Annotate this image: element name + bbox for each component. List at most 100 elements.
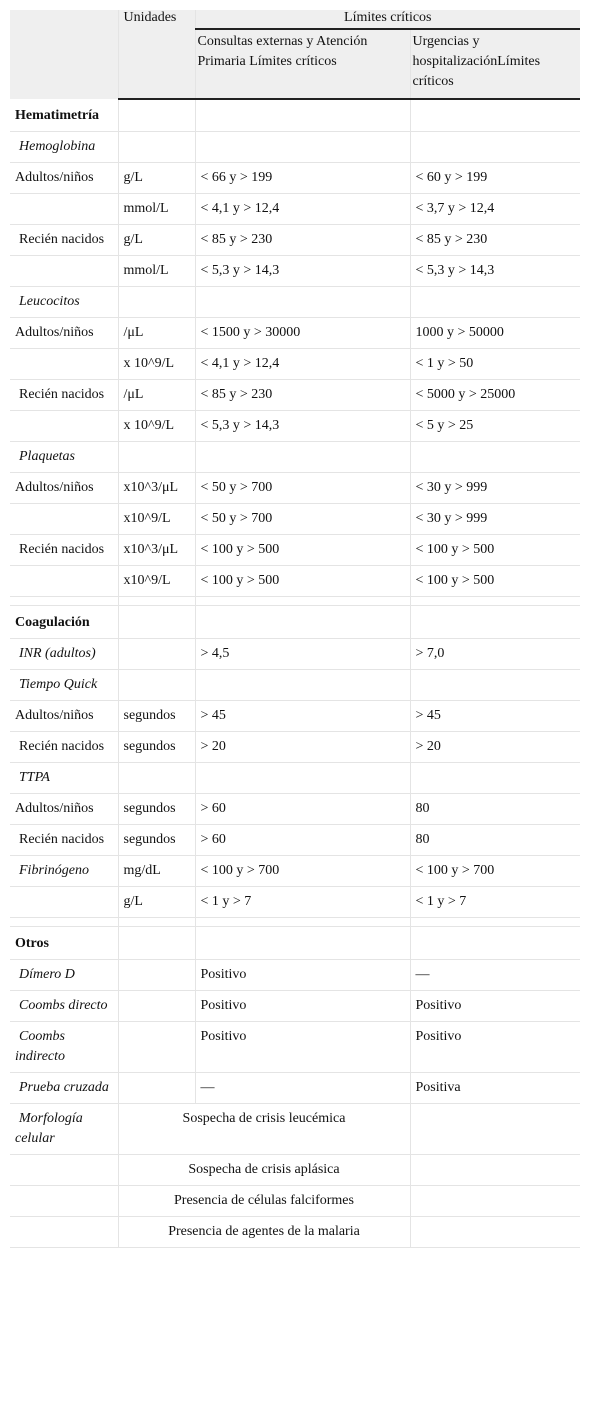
table-row: Dímero D Positivo — — [10, 959, 581, 991]
urgencias-cell — [410, 670, 580, 701]
group-name: Plaquetas — [10, 441, 119, 473]
consultas-cell: < 50 y > 700 — [195, 503, 411, 535]
empty-cell — [10, 1185, 119, 1217]
section-title: Otros — [10, 926, 119, 960]
empty-cell — [410, 606, 580, 639]
consultas-cell: — — [195, 1072, 411, 1104]
urgencias-cell: < 60 y > 199 — [415, 170, 488, 185]
table-row: Plaquetas — [10, 441, 581, 473]
table-body: Hematimetría Hemoglobina Adultos/niños g/L <… — [10, 99, 581, 1248]
table-row: Sospecha de crisis aplásica — [10, 1154, 581, 1186]
urgencias-cell: < 30 y > 999 — [415, 480, 488, 495]
table-row: Adultos/niños segundos > 60 80 — [10, 793, 581, 825]
urgencias-cell: < 5000 y > 25000 — [415, 387, 516, 402]
urgencias-cell: > 45 — [415, 708, 441, 723]
consultas-cell: Positivo — [195, 959, 411, 991]
consultas-cell: < 1 y > 7 — [195, 886, 411, 918]
group-name: Fibrinógeno — [10, 855, 119, 887]
group-name: Leucocitos — [10, 286, 119, 318]
urgencias-cell: < 30 y > 999 — [415, 511, 488, 526]
consultas-cell: < 100 y > 500 — [195, 565, 411, 597]
urgencias-cell: — — [415, 967, 430, 982]
table-row — [10, 596, 581, 606]
row-label — [10, 503, 119, 535]
consultas-cell: > 60 — [195, 793, 411, 825]
spacer-cell — [118, 596, 196, 606]
unit-cell — [118, 669, 196, 701]
row-label: Adultos/niños — [10, 700, 119, 732]
consultas-cell: < 66 y > 199 — [195, 162, 411, 194]
table-row: TTPA — [10, 762, 581, 794]
empty-cell — [118, 99, 196, 132]
unit-cell: segundos — [118, 793, 196, 825]
table-row: Prueba cruzada — Positiva — [10, 1072, 581, 1104]
unit-cell: g/L — [118, 224, 196, 256]
consultas-header: Consultas externas y Atención Primaria L… — [195, 29, 411, 100]
group-name: Morfología celular — [10, 1103, 119, 1155]
section-title: Coagulación — [10, 605, 119, 639]
unit-cell: x 10^9/L — [118, 348, 196, 380]
urgencias-cell: Positivo — [415, 998, 462, 1013]
table-row: Presencia de células falciformes — [10, 1185, 581, 1217]
urgencias-cell: Positivo — [415, 1029, 462, 1044]
unit-cell: mmol/L — [118, 255, 196, 287]
unit-cell — [118, 762, 196, 794]
table-row: Adultos/niños x10^3/μL < 50 y > 700 < 30 y … — [10, 472, 581, 504]
urgencias-cell: > 7,0 — [415, 646, 445, 661]
empty-cell — [195, 99, 411, 132]
unit-cell: mg/dL — [118, 855, 196, 887]
consultas-cell — [195, 669, 411, 701]
urgencias-cell: < 85 y > 230 — [415, 232, 488, 247]
urgencias-cell: 80 — [415, 801, 430, 816]
row-label — [10, 565, 119, 597]
header-row: Unidades Límites críticos — [10, 10, 581, 100]
row-label — [10, 193, 119, 225]
row-label: Adultos/niños — [10, 317, 119, 349]
unit-cell: mmol/L — [118, 193, 196, 225]
spacer-cell — [410, 597, 580, 606]
consultas-cell: > 20 — [195, 731, 411, 763]
group-name: Dímero D — [10, 959, 119, 991]
consultas-cell: > 60 — [195, 824, 411, 856]
empty-cell — [410, 1217, 580, 1248]
consultas-cell: < 4,1 y > 12,4 — [195, 348, 411, 380]
unit-cell — [118, 1072, 196, 1104]
empty-cell — [118, 605, 196, 639]
urgencias-cell: > 20 — [415, 739, 441, 754]
empty-cell — [10, 1216, 119, 1248]
consultas-cell: < 4,1 y > 12,4 — [195, 193, 411, 225]
unit-cell: g/L — [118, 886, 196, 918]
empty-cell — [118, 926, 196, 960]
consultas-cell: Positivo — [195, 1021, 411, 1073]
consultas-cell: Positivo — [195, 990, 411, 1022]
table-row: x10^9/L < 100 y > 500 < 100 y > 500 — [10, 565, 581, 597]
table-row: Recién nacidos g/L < 85 y > 230 < 85 y > 23… — [10, 224, 581, 256]
empty-cell — [410, 1104, 580, 1155]
limits-header: Límites críticos — [195, 10, 581, 30]
finding: Presencia de células falciformes — [118, 1185, 411, 1217]
urgencias-cell: < 3,7 y > 12,4 — [415, 201, 495, 216]
urgencias-cell: Positiva — [415, 1080, 461, 1095]
unit-cell: g/L — [118, 162, 196, 194]
row-label: Adultos/niños — [10, 472, 119, 504]
unit-cell: x10^3/μL — [118, 534, 196, 566]
consultas-cell: > 4,5 — [195, 638, 411, 670]
row-label: Recién nacidos — [10, 379, 119, 411]
spacer-cell — [10, 596, 119, 606]
table-row: Adultos/niños/μL < 1500 y > 30000 1000 y >… — [10, 317, 581, 349]
finding: Presencia de agentes de la malaria — [118, 1216, 411, 1248]
spacer-cell — [410, 918, 580, 927]
table-row: Otros — [10, 926, 581, 960]
table-row — [10, 917, 581, 927]
row-label: Recién nacidos — [10, 824, 119, 856]
consultas-cell: < 5,3 y > 14,3 — [195, 255, 411, 287]
row-label: Recién nacidos — [10, 731, 119, 763]
table-row: Presencia de agentes de la malaria — [10, 1216, 581, 1248]
unit-cell: segundos — [118, 731, 196, 763]
row-label — [10, 255, 119, 287]
consultas-cell — [195, 441, 411, 473]
consultas-cell: < 100 y > 500 — [195, 534, 411, 566]
urgencias-cell: < 100 y > 500 — [415, 573, 495, 588]
unit-cell: x10^9/L — [118, 565, 196, 597]
